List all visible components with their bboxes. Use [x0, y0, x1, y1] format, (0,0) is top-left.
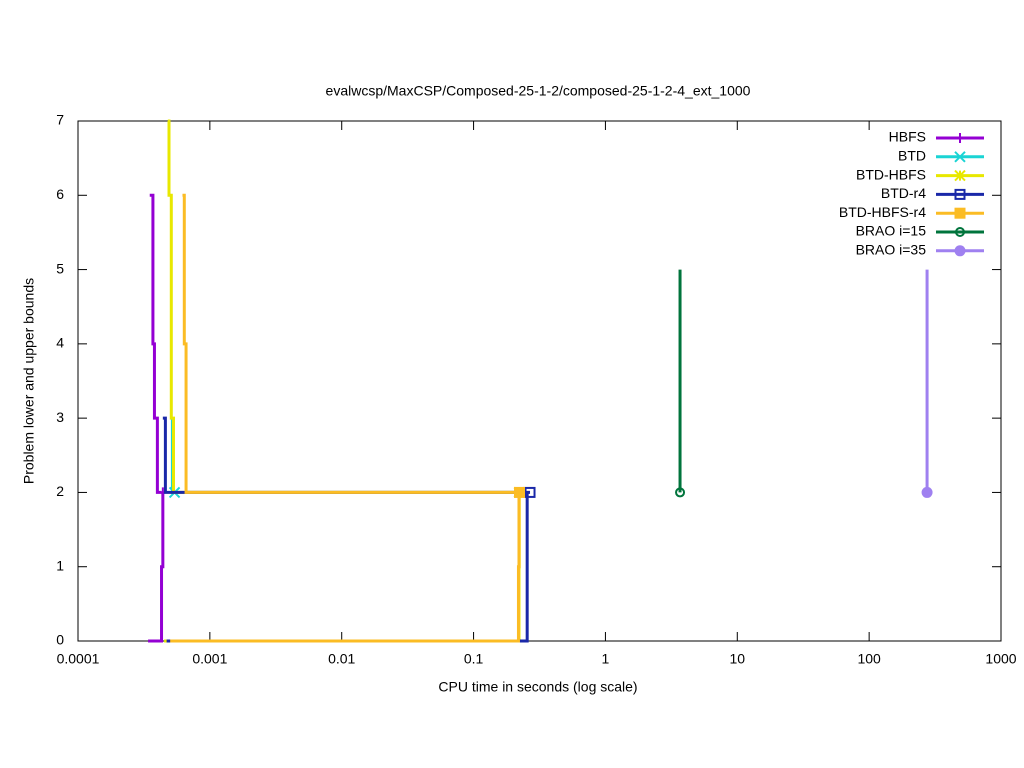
legend-marker-part: [954, 151, 966, 163]
y-tick-label: 2: [56, 483, 64, 499]
x-tick-label: 0.01: [328, 651, 355, 667]
x-tick-label: 100: [857, 651, 881, 667]
legend-marker: [954, 207, 966, 219]
y-tick-label: 1: [56, 557, 64, 573]
legend-label: BTD: [898, 148, 926, 164]
x-tick-label: 1: [602, 651, 610, 667]
x-tick-label: 0.1: [464, 651, 484, 667]
y-tick-label: 7: [56, 112, 64, 128]
y-tick-label: 4: [56, 335, 64, 351]
point-marker-part: [675, 487, 686, 498]
legend-label: BTD-r4: [881, 185, 926, 201]
legend-label: BTD-HBFS-r4: [839, 204, 926, 220]
x-axis-label: CPU time in seconds (log scale): [438, 679, 637, 695]
legend-marker: [955, 133, 965, 143]
legend-label: BTD-HBFS: [856, 166, 926, 182]
plot-frame: [77, 120, 1002, 642]
legend-label: HBFS: [889, 129, 926, 145]
legend-label: BRAO i=35: [856, 242, 927, 258]
y-axis-label: Problem lower and upper bounds: [21, 278, 37, 484]
x-tick-label: 0.001: [192, 651, 227, 667]
y-tick-label: 5: [56, 260, 64, 276]
legend-marker-part: [955, 133, 965, 143]
x-tick-label: 1000: [985, 651, 1016, 667]
x-tick-label: 0.0001: [57, 651, 100, 667]
point-marker-part: [513, 486, 525, 498]
legend-label: BRAO i=15: [856, 223, 927, 239]
point-marker: [921, 486, 933, 498]
y-tick-label: 0: [56, 632, 64, 648]
legend-marker: [954, 151, 966, 163]
x-tick-label: 10: [729, 651, 745, 667]
legend-marker: [954, 245, 966, 257]
y-tick-label: 6: [56, 186, 64, 202]
legend-marker-part: [954, 245, 966, 257]
point-marker: [524, 486, 536, 498]
legend-marker-part: [954, 188, 966, 200]
legend-marker: [954, 188, 966, 200]
legend-marker: [954, 169, 966, 182]
legend-marker: [955, 227, 965, 237]
point-marker-part: [524, 486, 536, 498]
y-tick-label: 3: [56, 409, 64, 425]
legend-marker-part: [954, 169, 966, 182]
point-marker: [675, 487, 686, 498]
legend-marker-part: [954, 207, 966, 219]
point-marker-part: [921, 486, 933, 498]
legend-marker-part: [955, 227, 965, 237]
point-marker: [513, 486, 525, 498]
series-line: [148, 193, 165, 643]
chart-title: evalwcsp/MaxCSP/Composed-25-1-2/composed…: [326, 83, 751, 99]
